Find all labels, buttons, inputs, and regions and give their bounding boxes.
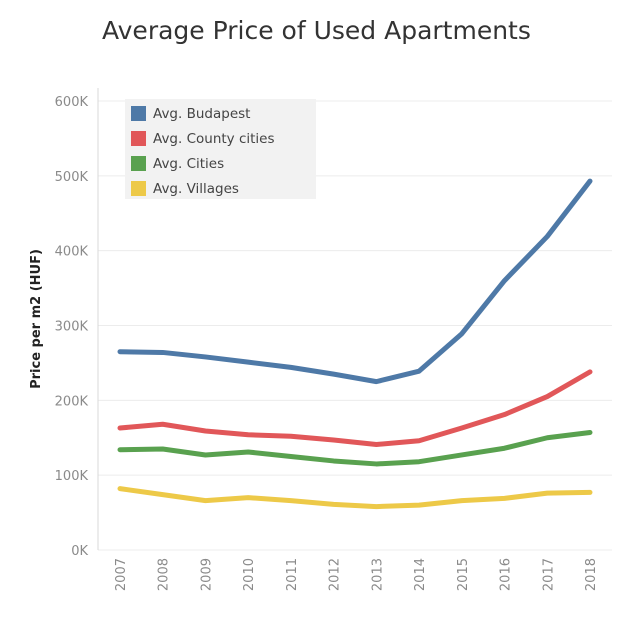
series-line	[117, 369, 593, 447]
legend-label: Avg. Villages	[153, 181, 239, 197]
x-tick-label: 2018	[584, 558, 599, 591]
y-axis-title: Price per m2 (HUF)	[29, 249, 44, 389]
x-tick-label: 2017	[541, 558, 556, 591]
x-tick-label: 2008	[157, 558, 172, 591]
chart-title: Average Price of Used Apartments	[102, 16, 531, 45]
x-tick-label: 2011	[285, 558, 300, 591]
legend-label: Avg. County cities	[153, 131, 275, 147]
legend-label: Avg. Cities	[153, 156, 224, 172]
axes: 0K 100K 200K 300K 400K 500K 600K 2007 2008 2009 20…	[55, 88, 599, 591]
legend: Avg. Budapest Avg. County cities Avg. Citi…	[125, 99, 316, 199]
x-tick-label: 2016	[499, 558, 514, 591]
series-line	[117, 430, 593, 467]
y-tick-label: 500K	[55, 170, 89, 185]
legend-swatch	[131, 106, 146, 121]
x-tick-label: 2014	[413, 558, 428, 591]
x-tick-label: 2012	[328, 558, 343, 591]
series-lines	[117, 178, 593, 510]
legend-swatch	[131, 156, 146, 171]
y-tick-label: 100K	[55, 469, 89, 484]
y-tick-label: 400K	[55, 245, 89, 260]
x-tick-label: 2009	[199, 558, 214, 591]
y-tick-label: 300K	[55, 320, 89, 335]
x-tick-label: 2010	[242, 558, 257, 591]
y-tick-label: 200K	[55, 394, 89, 409]
x-tick-label: 2013	[370, 558, 385, 591]
legend-label: Avg. Budapest	[153, 106, 250, 122]
legend-swatch	[131, 131, 146, 146]
series-line	[117, 178, 593, 385]
x-tick-label: 2007	[114, 558, 129, 591]
series-line	[117, 486, 593, 510]
y-tick-label: 0K	[71, 544, 88, 559]
legend-background	[125, 99, 316, 199]
grid-lines	[98, 100, 612, 551]
legend-swatch	[131, 181, 146, 196]
y-tick-label: 600K	[55, 95, 89, 110]
x-tick-label: 2015	[456, 558, 471, 591]
